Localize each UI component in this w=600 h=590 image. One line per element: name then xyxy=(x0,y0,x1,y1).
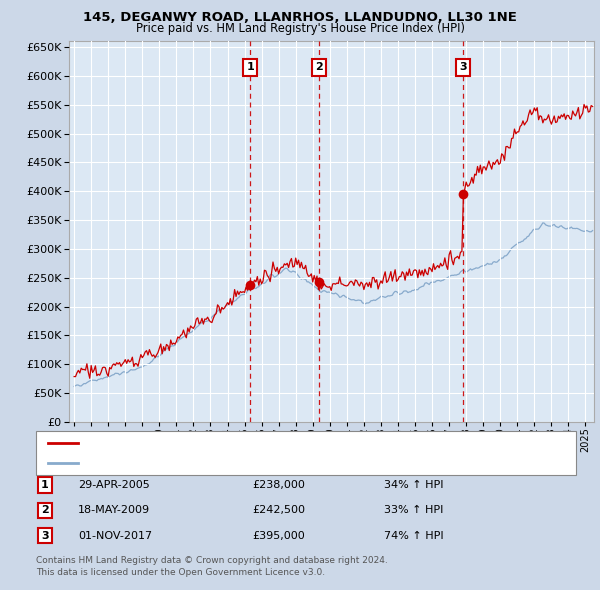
Text: 1: 1 xyxy=(247,63,254,72)
Text: Contains HM Land Registry data © Crown copyright and database right 2024.: Contains HM Land Registry data © Crown c… xyxy=(36,556,388,565)
Text: £395,000: £395,000 xyxy=(252,531,305,540)
Text: 01-NOV-2017: 01-NOV-2017 xyxy=(78,531,152,540)
Text: 145, DEGANWY ROAD, LLANRHOS, LLANDUDNO, LL30 1NE (detached house): 145, DEGANWY ROAD, LLANRHOS, LLANDUDNO, … xyxy=(84,438,468,448)
Text: 29-APR-2005: 29-APR-2005 xyxy=(78,480,150,490)
Text: HPI: Average price, detached house, Conwy: HPI: Average price, detached house, Conw… xyxy=(84,458,302,467)
Text: 34% ↑ HPI: 34% ↑ HPI xyxy=(384,480,443,490)
Text: £242,500: £242,500 xyxy=(252,506,305,515)
Text: 74% ↑ HPI: 74% ↑ HPI xyxy=(384,531,443,540)
Text: £238,000: £238,000 xyxy=(252,480,305,490)
Text: Price paid vs. HM Land Registry's House Price Index (HPI): Price paid vs. HM Land Registry's House … xyxy=(136,22,464,35)
Text: 1: 1 xyxy=(41,480,49,490)
Text: 3: 3 xyxy=(460,63,467,72)
Text: This data is licensed under the Open Government Licence v3.0.: This data is licensed under the Open Gov… xyxy=(36,568,325,577)
Text: 145, DEGANWY ROAD, LLANRHOS, LLANDUDNO, LL30 1NE: 145, DEGANWY ROAD, LLANRHOS, LLANDUDNO, … xyxy=(83,11,517,24)
Text: 2: 2 xyxy=(41,506,49,515)
Text: 3: 3 xyxy=(41,531,49,540)
Text: 2: 2 xyxy=(316,63,323,72)
Text: 33% ↑ HPI: 33% ↑ HPI xyxy=(384,506,443,515)
Text: 18-MAY-2009: 18-MAY-2009 xyxy=(78,506,150,515)
